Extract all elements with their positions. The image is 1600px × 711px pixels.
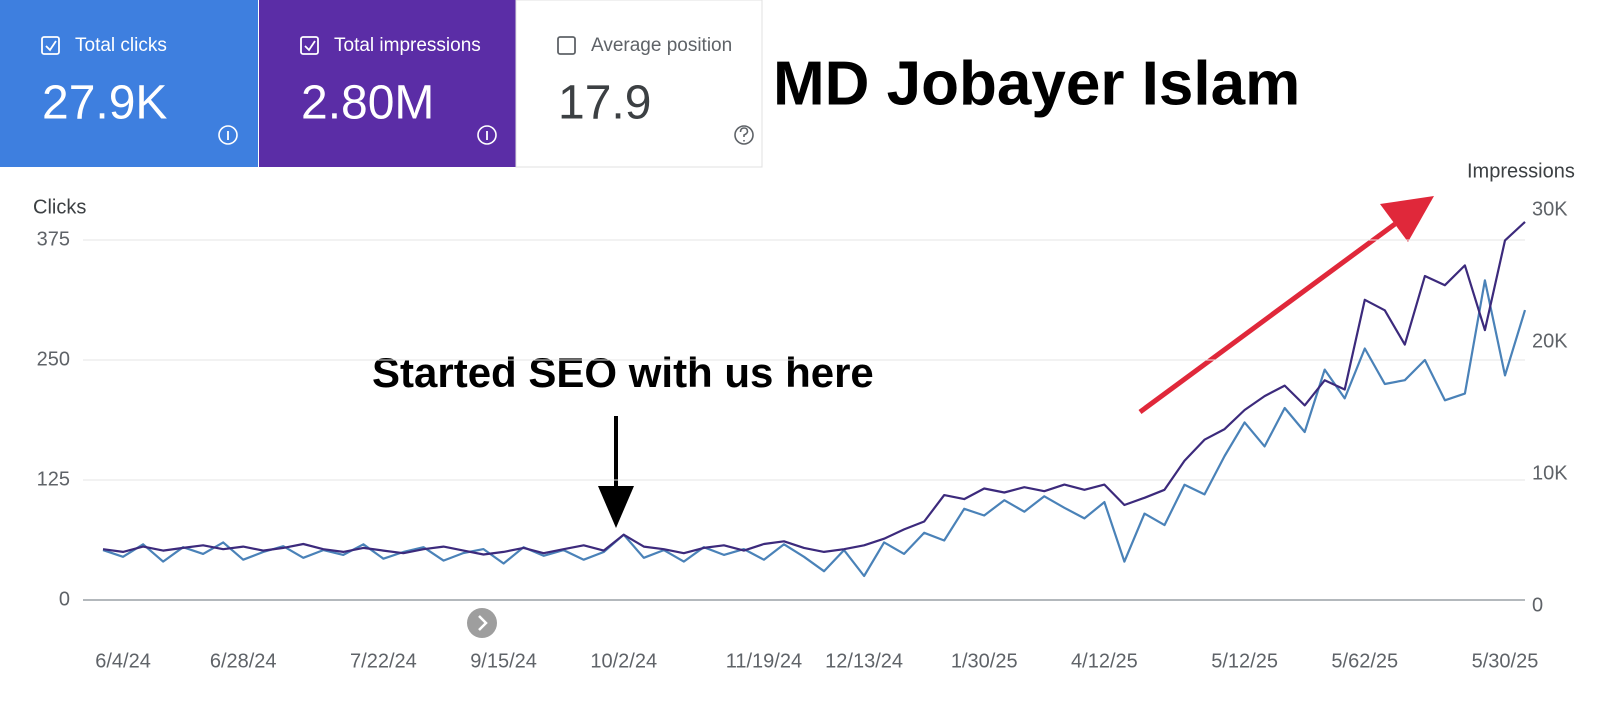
metric-card[interactable]: Total impressions 2.80M (259, 0, 516, 167)
info-icon (218, 125, 238, 145)
card-background (259, 0, 516, 167)
x-tick-label: 5/12/25 (1211, 650, 1278, 672)
card-background (0, 0, 258, 167)
info-icon (477, 125, 497, 145)
y-tick-label: 0 (59, 588, 70, 610)
scroll-button[interactable] (467, 608, 497, 638)
card-background (515, 0, 763, 168)
x-tick-label: 9/15/24 (470, 650, 537, 672)
x-tick-label: 11/19/24 (726, 650, 802, 672)
x-tick-label: 6/4/24 (95, 650, 151, 672)
checkbox (300, 36, 319, 55)
card-label: Total clicks (75, 35, 167, 56)
x-tick-label: 6/28/24 (210, 650, 277, 672)
series-line (102, 221, 1526, 556)
x-tick-label: 10/2/24 (590, 650, 657, 672)
help-icon-mark (739, 127, 749, 142)
y2-tick-label: 10K (1532, 462, 1568, 484)
metric-card[interactable]: Total clicks 27.9K (0, 0, 258, 167)
y-axis-title: Clicks (33, 196, 86, 218)
x-tick-label: 7/22/24 (350, 650, 417, 672)
card-label: Average position (591, 35, 732, 56)
card-label: Total impressions (334, 35, 481, 56)
x-tick-label: 5/62/25 (1331, 650, 1398, 672)
checkmark (45, 40, 57, 52)
checkbox (557, 36, 576, 55)
y-tick-label: 375 (37, 228, 70, 250)
y-tick-label: 250 (37, 348, 70, 370)
annotation: Started SEO with us here (372, 349, 874, 396)
x-tick-label: 4/12/25 (1071, 650, 1138, 672)
x-tick-label: 12/13/24 (825, 650, 903, 672)
y2-axis-title: Impressions (1467, 160, 1575, 182)
y-tick-label: 125 (37, 468, 70, 490)
checkmark (304, 40, 316, 52)
y2-tick-label: 0 (1532, 594, 1543, 616)
y2-tick-label: 30K (1532, 198, 1568, 220)
heading: MD Jobayer Islam (773, 49, 1300, 118)
y2-tick-label: 20K (1532, 330, 1568, 352)
x-tick-label: 5/30/25 (1472, 650, 1539, 672)
trend-arrow (1138, 196, 1434, 415)
x-tick-label: 1/30/25 (951, 650, 1018, 672)
metric-card[interactable]: Average position 17.9 (515, 0, 763, 168)
card-value: 2.80M (301, 77, 434, 130)
card-value: 17.9 (558, 77, 651, 130)
series-line (102, 279, 1527, 578)
card-value: 27.9K (42, 77, 167, 130)
info-icon (734, 125, 754, 145)
checkbox (41, 36, 60, 55)
annotation-arrow (598, 416, 634, 528)
